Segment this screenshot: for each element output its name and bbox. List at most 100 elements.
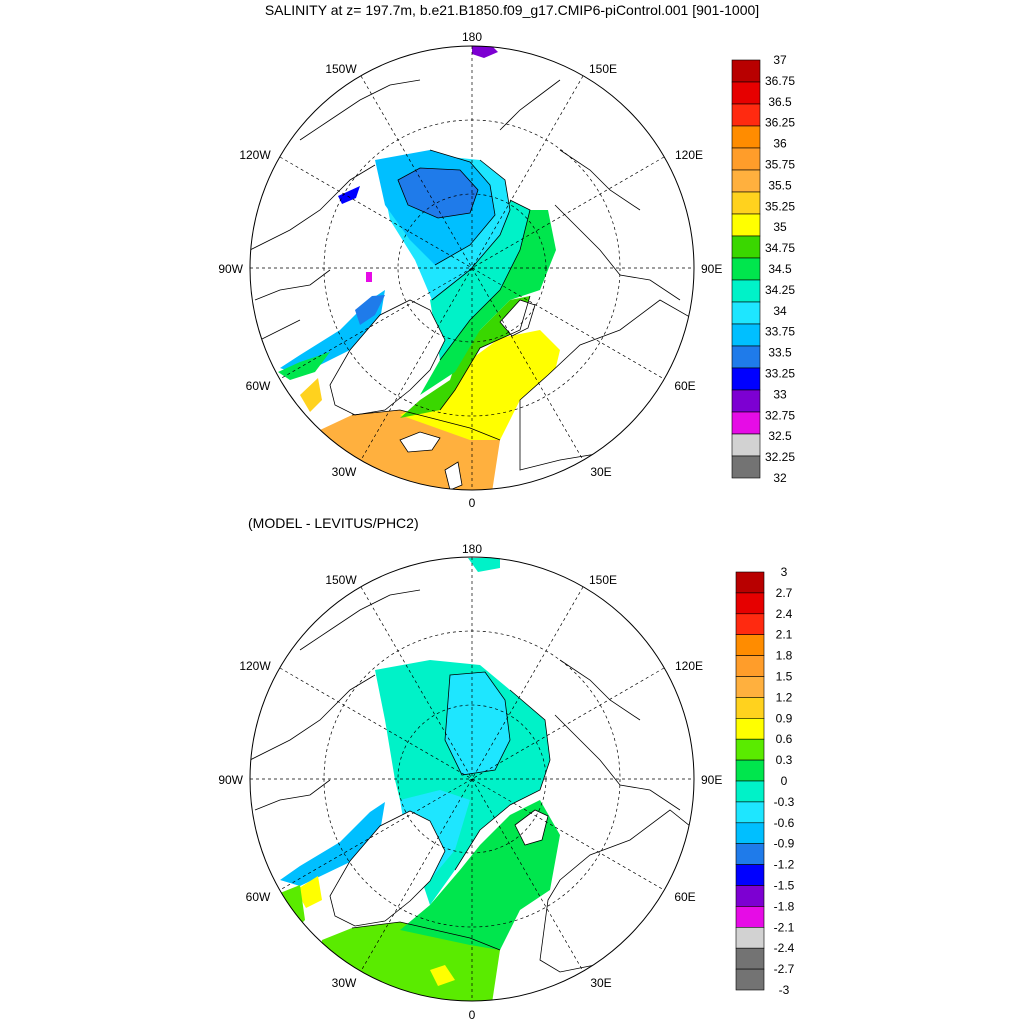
colorbar-tick-label: 2.1 <box>776 628 793 642</box>
colorbar-tick-label: 2.4 <box>776 607 793 621</box>
label-30e: 30E <box>590 465 611 479</box>
colorbar-swatch <box>735 968 765 991</box>
label-90w: 90W <box>218 262 243 276</box>
colorbar-tick-label: 0.6 <box>776 732 793 746</box>
baffin-diff-strip <box>280 802 385 886</box>
colorbar-tick-label: 33.25 <box>765 367 795 381</box>
colorbar-tick-label: 1.5 <box>776 670 793 684</box>
figure-title: SALINITY at z= 197.7m, b.e21.B1850.f09_g… <box>264 2 760 18</box>
colorbar-tick-label: 0 <box>781 774 788 788</box>
label-120e: 120E <box>675 148 703 162</box>
colorbar-swatch <box>735 676 765 698</box>
colorbar-tick-label: 34.75 <box>765 241 795 255</box>
difference-contours <box>351 671 551 951</box>
colorbar-swatch <box>735 697 765 719</box>
difference-subtitle: (MODEL - LEVITUS/PHC2) <box>248 515 419 531</box>
label-180: 180 <box>462 30 482 44</box>
colorbar-tick-label: -2.7 <box>774 962 795 976</box>
colorbar-swatch <box>735 780 765 803</box>
colorbar-swatch <box>735 571 765 594</box>
colorbar-tick-label: -1.8 <box>774 899 795 913</box>
label-90e: 90E <box>701 262 722 276</box>
colorbar-tick-label: 34 <box>773 304 787 318</box>
colorbar-tick-label: 32.5 <box>768 429 792 443</box>
scandinavia-land <box>519 299 694 471</box>
siberia-land <box>499 79 681 301</box>
baffin-deep <box>355 295 385 325</box>
svalbard-land-2 <box>514 809 549 846</box>
colorbar-tick-label: 35.75 <box>765 158 795 172</box>
colorbar-tick-label: 33.75 <box>765 325 795 339</box>
colorbar-tick-label: -2.1 <box>774 920 795 934</box>
colorbar-tick-label: -0.9 <box>774 837 795 851</box>
labrador-yellow <box>300 378 322 412</box>
colorbar-tick-label: -0.3 <box>774 795 795 809</box>
colorbar-tick-label: -0.6 <box>774 816 795 830</box>
label-90e-b: 90E <box>701 773 722 787</box>
greenland-land-2 <box>329 810 446 927</box>
colorbar-tick-label: 2.7 <box>776 586 793 600</box>
colorbar-tick-label: 37 <box>773 53 787 67</box>
colorbar-swatch <box>735 634 765 656</box>
colorbar-swatch <box>735 906 765 928</box>
north-america-land-2 <box>250 589 421 811</box>
colorbar-swatch <box>735 738 765 761</box>
map-border-2 <box>249 556 695 1002</box>
label-0-b: 0 <box>469 1008 476 1022</box>
colorbar-swatch <box>735 801 765 824</box>
salinity-colorbar: 37 36.75 36.5 36.25 36 35.75 35.5 35.25 35 34.75 3… <box>731 53 795 485</box>
colorbar-tick-label: 0.9 <box>776 711 793 725</box>
colorbar-swatch <box>735 947 765 970</box>
nordic-diff-green <box>400 800 560 950</box>
label-150e: 150E <box>589 62 617 76</box>
colorbar-tick-label: 33.5 <box>768 346 792 360</box>
graticule <box>250 46 694 490</box>
label-150w: 150W <box>325 62 357 76</box>
label-60e-b: 60E <box>674 890 695 904</box>
colorbar-swatch <box>731 455 761 479</box>
label-30w-b: 30W <box>332 976 357 990</box>
beaufort-gyre-core <box>398 168 478 218</box>
colorbar-swatch <box>735 592 765 615</box>
salinity-contours <box>351 149 531 441</box>
difference-field <box>250 558 694 1001</box>
colorbar-swatch <box>735 885 765 907</box>
barents-green <box>400 296 530 418</box>
longitude-labels-2: 180 0 90W 90E 150W 150E 120W 120E 60W 60… <box>218 542 722 1022</box>
colorbar-swatch <box>735 843 765 865</box>
colorbar-swatch <box>735 717 765 740</box>
colorbar-tick-label: 36.75 <box>765 74 795 88</box>
label-180-b: 180 <box>462 542 482 556</box>
colorbar-tick-label: 32 <box>773 471 787 485</box>
scandinavia-land-2 <box>539 809 694 973</box>
caa-magenta <box>366 272 372 282</box>
colorbar-tick-label: 36.5 <box>768 95 792 109</box>
iceland-land <box>399 431 441 453</box>
colorbar-tick-label: 34.5 <box>768 262 792 276</box>
greenland-land <box>329 299 446 416</box>
label-60w-b: 60W <box>246 890 271 904</box>
colorbar-swatch <box>735 759 765 782</box>
colorbar-tick-label: 35.25 <box>765 199 795 213</box>
difference-colorbar: 3 2.7 2.4 2.1 1.8 1.5 1.2 0.9 0.6 0.3 0 -0.3 -0.6 -0.… <box>735 565 795 997</box>
colorbar-swatch <box>735 864 765 886</box>
caa-small-region <box>338 186 360 204</box>
colorbar-tick-label: 36.25 <box>765 116 795 130</box>
colorbar-tick-label: 32.25 <box>765 450 795 464</box>
label-90w-b: 90W <box>218 773 243 787</box>
colorbar-tick-label: -3 <box>779 983 790 997</box>
diff-top-blob <box>468 558 500 572</box>
label-30e-b: 30E <box>590 976 611 990</box>
colorbar-tick-label: 33 <box>773 387 787 401</box>
label-120w-b: 120W <box>239 659 271 673</box>
colorbar-tick-label: -1.5 <box>774 879 795 893</box>
label-150e-b: 150E <box>589 573 617 587</box>
labrador-green <box>278 352 330 380</box>
label-30w: 30W <box>332 465 357 479</box>
colorbar-tick-label: 35 <box>773 220 787 234</box>
label-120w: 120W <box>239 148 271 162</box>
north-america-land <box>250 79 421 341</box>
arctic-cyan <box>430 200 530 360</box>
